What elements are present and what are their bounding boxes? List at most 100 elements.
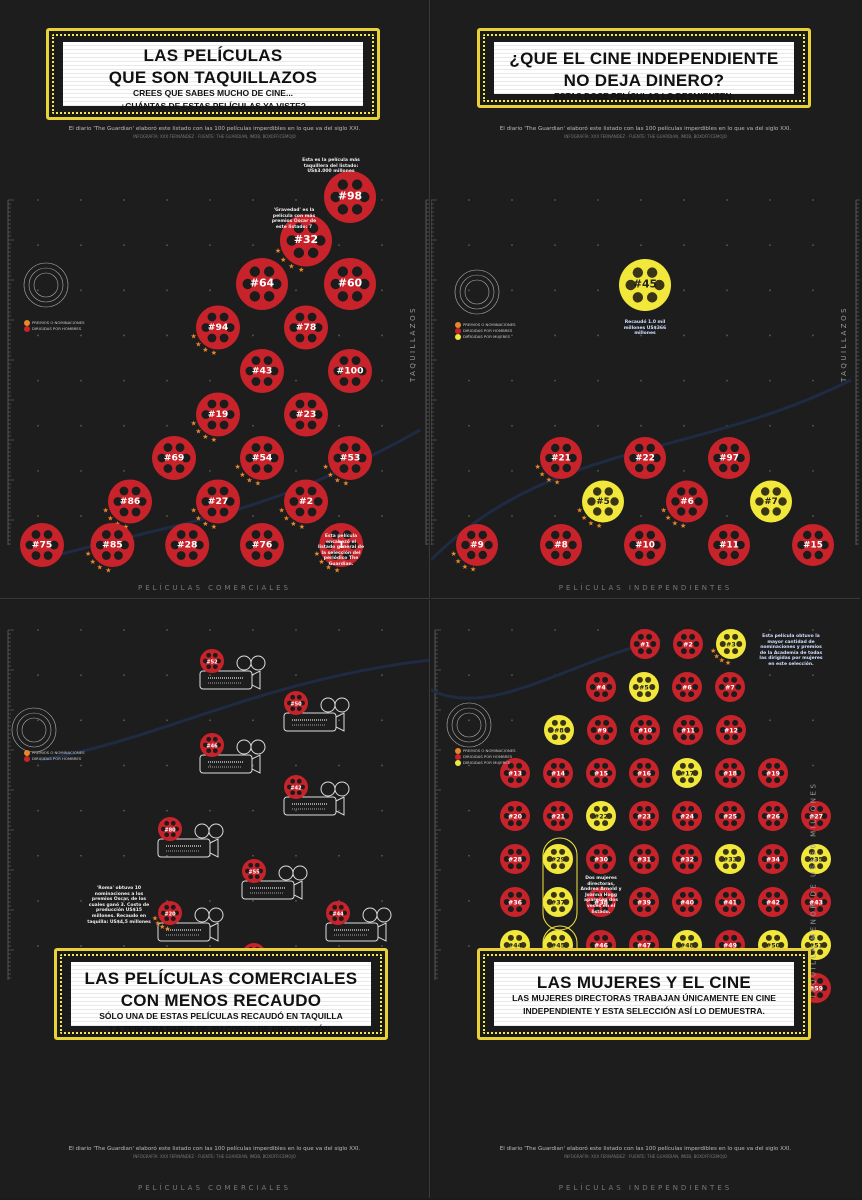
source-line2: INFOGRAFÍA: XXX FERNÁNDEZ · FUENTE: THE … [133,1154,296,1159]
source-line2: INFOGRAFÍA: XXX FERNÁNDEZ · FUENTE: THE … [133,134,296,139]
film-reel-point: #12 [716,715,746,745]
panel-subtitle-line1: CREES QUE SABES MUCHO DE CINE... [132,88,294,98]
reel-disc [672,672,702,702]
film-reel-point: ★★★★#20 [152,901,182,933]
marquee-bulbs [60,954,382,1034]
reel-disc [582,480,624,523]
rank-label: #12 [724,727,738,734]
reel-disc [715,672,745,702]
film-reel-point: #41 [715,887,745,917]
film-reel-point: #25 [715,801,745,831]
reel-disc [196,392,240,437]
film-reel-point: #4 [586,672,616,702]
film-reel-point: #39 [629,887,659,917]
reel-disc [540,437,582,479]
reel-disc [629,672,659,702]
reel-disc [716,629,746,659]
film-reel-point: #22 [624,437,666,479]
reel-disc [240,349,284,393]
film-reel-point: #1 [630,629,660,659]
panel-title-line2: NO DEJA DINERO? [563,71,725,90]
source-text: El diario 'The Guardian' elaboró este li… [20,126,409,140]
film-reel-point: #15 [792,524,834,566]
reel-disc [108,479,152,524]
rank-label: #31 [637,856,651,863]
rank-label: #22 [594,813,608,820]
rank-label: #30 [594,856,609,863]
star-icon: ★ [327,471,333,479]
reel-disc [586,758,616,788]
reel-disc [544,715,574,745]
chart-plot-independiente: #45★★★★#21 #22 #97★★★★#5★★★★#6 #7★★★★#9 #8 #1… [431,199,860,574]
rank-label: #46 [206,743,218,749]
reel-disc [500,758,530,788]
rank-label: #9 [597,727,607,734]
film-reel-point: #5 [629,672,659,702]
reel-disc [324,171,376,223]
reel-disc [284,691,308,715]
rank-label: #46 [594,942,609,949]
panel-mujeres: #1 #2 ★ ★ ★ ★ #3 #4 #5 #6 #7 #8 #9 #10 #11 #12 #13 #14 #15… [431,600,860,1198]
rank-label: #55 [248,869,260,875]
star-icon: ★ [581,514,587,522]
annotation-top: Recaudó 1.0 mil millones US$366 millones [623,320,667,337]
radial-legend [23,262,69,308]
film-reel-point: #60 [324,258,376,310]
rank-label: #13 [508,770,522,777]
reel-disc [284,392,328,437]
reel-disc [242,859,266,883]
rank-label: #100 [336,365,363,376]
star-icon: ★ [159,923,165,931]
chart-plot-taquillazos: #98★★★★#32#64 #60★★★★#94 #78#43 #100★★★★#19… [7,171,429,575]
star-legend-icon [455,748,461,754]
marquee-inner: LAS MUJERES Y EL CINE LAS MUJERES DIRECT… [494,962,794,1026]
footer-label: PELÍCULAS COMERCIALES [137,584,292,592]
red-dot-legend-icon [455,754,461,760]
film-reel-point: #20 [500,801,530,831]
legend-label-men: DIRIGIDAS POR HOMBRES [463,754,513,759]
film-reel-point: #23 [284,392,328,437]
star-icon: ★ [470,566,476,574]
panel-title-line1: LAS MUJERES Y EL CINE [536,973,752,992]
film-reel-point: #100 [328,349,372,393]
rank-label: #78 [296,322,317,333]
rank-label: #1 [640,641,650,648]
source-text: El diario 'The Guardian' elaboró este li… [451,126,840,140]
rank-label: #6 [682,684,692,691]
y-axis [425,199,429,545]
rank-label: #19 [208,409,229,420]
rank-label: #7 [725,684,735,691]
film-reel-point: ★★★★#53 [323,436,372,488]
annotation-mid: 'Gravedad' es la película con más premio… [271,208,317,230]
star-icon: ★ [450,550,456,558]
side-label: TAQUILLAZOS [408,305,417,383]
film-reel-point: ★★★★#6 [660,480,708,530]
reel-disc [586,887,616,917]
star-icon: ★ [290,520,296,528]
legend-label-nominated: PREMIOS O NOMINACIONES [463,322,516,327]
star-icon: ★ [255,480,261,488]
projector-icon [325,907,392,942]
star-icon: ★ [280,256,286,264]
film-reel-point: #2 [673,629,703,659]
reel-disc [158,901,182,925]
reel-disc [586,801,616,831]
star-icon: ★ [195,428,201,436]
rank-label: #33 [723,856,737,863]
film-reel-point: ★★★★#27 [191,479,240,531]
reel-disc [629,758,659,788]
rank-label: #27 [208,496,229,507]
star-icon: ★ [325,564,331,572]
rank-label: #42 [766,899,780,906]
star-icon: ★ [239,471,245,479]
y-axis [855,199,860,545]
reel-disc [324,258,376,310]
rank-label: #20 [164,911,176,917]
film-reel-point: #17 [672,758,702,788]
rank-label: #34 [766,856,781,863]
star-icon: ★ [164,925,170,933]
reel-disc [240,436,284,480]
star-icon: ★ [195,341,201,349]
panel-title-line1: LAS PELÍCULAS COMERCIALES [84,969,358,988]
film-reel-point: ★★★★#3 [710,629,746,667]
